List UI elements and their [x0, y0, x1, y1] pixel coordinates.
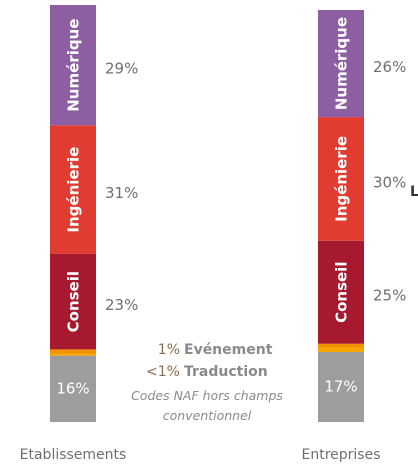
segment — [318, 351, 364, 422]
segment — [318, 10, 364, 118]
segment — [50, 349, 96, 354]
segment-name: Traduction — [184, 364, 268, 380]
value-label: 31% — [105, 184, 138, 202]
value-label: 17% — [324, 377, 357, 395]
segment — [50, 253, 96, 350]
segment-name-box: Codes NAF hors champs conventionnel — [131, 388, 283, 423]
segment — [50, 5, 96, 126]
value-label: 26% — [373, 58, 406, 76]
segment-name: Conseil — [333, 262, 351, 323]
segment — [318, 343, 364, 348]
value-label: 1% — [158, 342, 180, 358]
segment-name: Conseil — [65, 271, 83, 332]
segment — [318, 347, 364, 352]
value-label: 25% — [373, 287, 406, 305]
value-label: 16% — [56, 379, 89, 397]
segment-name: Numérique — [333, 17, 351, 110]
segment-name: Ingénierie — [65, 147, 83, 233]
value-label: 30% — [373, 173, 406, 191]
value-label: 29% — [105, 60, 138, 78]
segment — [50, 355, 96, 422]
category-label: Entreprises — [301, 447, 380, 463]
segment-name: Evénement — [184, 342, 273, 358]
value-label: <1% — [146, 364, 180, 380]
segment — [50, 125, 96, 254]
segment — [50, 353, 96, 356]
annotation: L — [410, 184, 418, 200]
segment — [318, 117, 364, 241]
segment — [318, 240, 364, 344]
segment-name: Numérique — [65, 19, 83, 112]
category-label: Etablissements — [20, 447, 127, 463]
segment-name: Codes NAF hors champs conventionnel — [131, 388, 283, 423]
segment-name: Ingénierie — [333, 136, 351, 222]
value-label: 23% — [105, 296, 138, 314]
